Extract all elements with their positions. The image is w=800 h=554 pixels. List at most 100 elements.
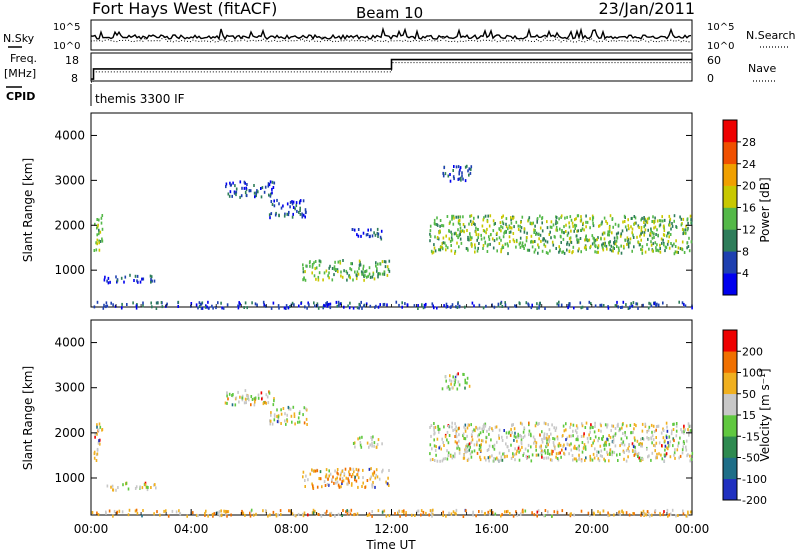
echo-cell [302, 267, 304, 270]
echo-cell [632, 445, 635, 449]
echo-cell [642, 509, 645, 513]
echo-cell [451, 456, 454, 460]
echo-cell [350, 508, 353, 512]
echo-cell [459, 230, 462, 234]
echo-cell [141, 514, 143, 518]
echo-cell [355, 479, 358, 483]
echo-cell [601, 232, 604, 236]
echo-cell [600, 449, 603, 453]
echo-cell [584, 445, 587, 449]
echo-cell [659, 511, 661, 515]
echo-cell [581, 441, 584, 444]
echo-cell [227, 397, 229, 401]
echo-cell [640, 437, 642, 441]
echo-cell [585, 220, 587, 224]
echo-cell [382, 468, 384, 472]
echo-cell [271, 187, 273, 191]
echo-cell [662, 225, 665, 229]
echo-cell [468, 222, 470, 226]
echo-cell [537, 243, 539, 247]
echo-cell [531, 222, 533, 226]
echo-cell [371, 438, 373, 442]
echo-cell [535, 232, 537, 236]
echo-cell [585, 225, 587, 229]
echo-cell [611, 440, 614, 444]
echo-cell [556, 437, 559, 441]
echo-cell [486, 250, 489, 253]
echo-cell [523, 452, 525, 455]
echo-cell [357, 228, 360, 231]
echo-cell [141, 277, 143, 281]
echo-cell [388, 269, 391, 273]
echo-cell [610, 244, 613, 248]
echo-cell [493, 239, 496, 243]
echo-cell [504, 242, 507, 246]
station-title: Fort Hays West (fitACF) [92, 0, 277, 18]
echo-cell [536, 306, 538, 310]
echo-cell [326, 303, 329, 307]
echo-cell [463, 373, 465, 376]
echo-cell [459, 232, 461, 236]
echo-cell [270, 200, 273, 203]
echo-cell [457, 215, 459, 219]
echo-cell [466, 229, 468, 232]
echo-cell [110, 485, 112, 489]
cpid-program: themis 3300 IF [95, 92, 185, 106]
echo-cell [551, 458, 553, 462]
echo-cell [507, 306, 510, 310]
echo-cell [607, 511, 609, 515]
echo-cell [161, 305, 164, 309]
echo-cell [109, 280, 111, 284]
echo-cell [312, 484, 314, 488]
echo-cell [304, 215, 306, 219]
echo-cell [461, 174, 463, 178]
echo-cell [632, 236, 635, 239]
echo-cell [627, 455, 629, 459]
echo-cell [646, 217, 649, 221]
echo-cell [244, 389, 247, 393]
echo-cell [578, 457, 580, 461]
echo-cell [643, 216, 645, 219]
echo-cell [654, 449, 656, 453]
echo-cell [429, 224, 432, 228]
echo-cell [388, 469, 390, 472]
echo-cell [667, 444, 670, 448]
echo-cell [577, 438, 579, 442]
echo-cell [486, 449, 489, 452]
echo-cell [376, 231, 379, 235]
echo-cell [673, 439, 675, 443]
echo-cell [612, 440, 615, 444]
echo-cell [574, 429, 577, 433]
echo-cell [284, 212, 286, 216]
echo-cell [480, 449, 482, 453]
echo-cell [343, 472, 346, 476]
echo-cell [523, 227, 526, 231]
echo-cell [309, 264, 311, 268]
echo-cell [608, 459, 610, 463]
echo-cell [589, 454, 591, 458]
echo-cell [566, 215, 568, 219]
echo-cell [383, 270, 386, 274]
echo-cell [627, 242, 630, 246]
echo-cell [658, 452, 660, 456]
echo-cell [644, 422, 647, 426]
echo-cell [632, 301, 635, 305]
echo-cell [533, 228, 535, 232]
echo-cell [685, 445, 687, 449]
echo-cell [499, 221, 502, 225]
echo-cell [195, 513, 198, 517]
echo-cell [498, 236, 501, 240]
echo-cell [377, 232, 380, 236]
echo-cell [653, 430, 656, 434]
echo-cell [240, 194, 243, 198]
echo-cell [486, 220, 489, 224]
echo-cell [496, 237, 498, 241]
echo-cell [686, 217, 689, 221]
echo-cell [155, 301, 158, 305]
echo-cell [488, 237, 491, 241]
echo-cell [677, 441, 680, 445]
echo-cell [424, 305, 426, 309]
echo-cell [519, 512, 522, 516]
